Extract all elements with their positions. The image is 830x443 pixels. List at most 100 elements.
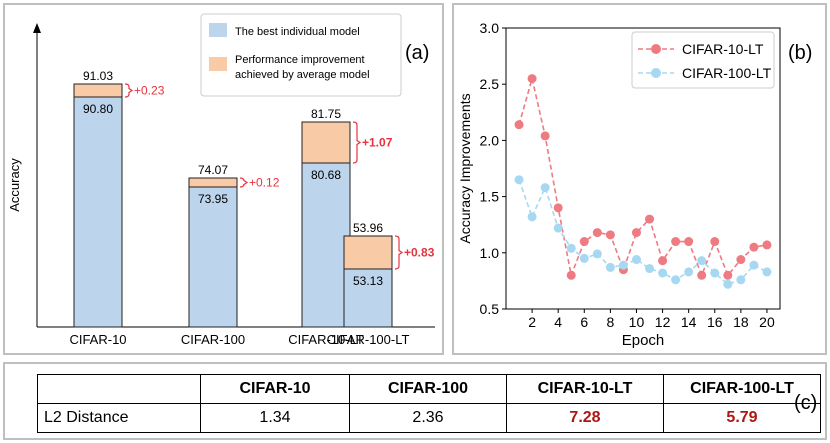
table-header-row: CIFAR-10 CIFAR-100 CIFAR-10-LT CIFAR-100… — [37, 374, 821, 404]
series-0-point-6 — [592, 228, 602, 238]
series-0-point-16 — [723, 270, 733, 280]
line-chart: 0.5 1.0 1.5 2.0 2.5 3.0 2 4 6 8 10 12 14 16 18 20 Epoch A… — [457, 20, 812, 349]
series-1-point-5 — [579, 253, 589, 263]
series-1-point-6 — [592, 249, 602, 259]
x-tick-label-2: CIFAR-10-LT — [288, 332, 364, 347]
table-header-cifar10: CIFAR-10 — [200, 374, 350, 404]
bar-improvement-3 — [343, 235, 393, 270]
y-tick-label-4: 2.5 — [480, 76, 500, 92]
y-tick-label-1: 1.0 — [480, 245, 500, 261]
series-0-point-2 — [540, 131, 550, 141]
series-0-point-1 — [527, 74, 537, 84]
legend-marker-0 — [651, 44, 661, 54]
series-1-point-14 — [697, 256, 707, 266]
series-1-point-3 — [553, 223, 563, 233]
legend-swatch-improvement — [209, 57, 227, 71]
series-0-point-4 — [566, 270, 576, 280]
bar-base-2 — [301, 162, 351, 328]
series-1-point-1 — [527, 212, 537, 222]
cell-cifar10: 1.34 — [200, 403, 350, 433]
legend-swatch-base — [209, 23, 227, 37]
bar-base-1 — [188, 186, 238, 328]
series-1-point-12 — [671, 275, 681, 285]
legend-label-improvement-1: Performance improvement — [235, 54, 365, 66]
series-0-point-0 — [514, 120, 524, 130]
bar-total-label-1: 74.07 — [198, 163, 228, 177]
series-1-point-2 — [540, 183, 550, 193]
panel-label-c: (c) — [794, 392, 818, 414]
legend-box — [631, 31, 775, 89]
cell-cifar100lt: 5.79 — [663, 403, 821, 433]
y-axis-label: Accuracy Improvements — [457, 93, 473, 243]
panel-b-line-chart: 0.5 1.0 1.5 2.0 2.5 3.0 2 4 6 8 10 12 14 16 18 20 Epoch A… — [452, 3, 827, 355]
improvement-label-0: +0.23 — [134, 84, 165, 98]
x-tick-label-4: 10 — [629, 314, 645, 330]
bar-base-0 — [73, 96, 123, 328]
series-line-0 — [518, 78, 768, 279]
improvement-brace-0 — [124, 83, 134, 98]
series-0-point-7 — [605, 230, 615, 240]
series-1-point-9 — [631, 255, 641, 265]
series-1-point-8 — [618, 260, 628, 270]
legend-label-base: The best individual model — [235, 26, 360, 38]
series-0-point-18 — [749, 242, 759, 252]
panel-c-table: CIFAR-10 CIFAR-100 CIFAR-10-LT CIFAR-100… — [3, 362, 827, 440]
x-tick-label-7: 16 — [707, 314, 723, 330]
bar-base-3 — [343, 268, 393, 328]
series-1-point-15 — [710, 268, 720, 278]
panel-label-b: (b) — [788, 42, 812, 64]
bar-improvement-1 — [188, 177, 238, 188]
legend-label-improvement-2: achieved by average model — [235, 69, 370, 81]
row-label: L2 Distance — [37, 403, 201, 433]
y-axis-label: Accuracy — [7, 158, 22, 212]
series-1-point-7 — [605, 262, 615, 272]
legend-label-0: CIFAR-10-LT — [682, 41, 764, 57]
bar-total-label-3: 53.96 — [353, 221, 383, 235]
series-0-point-3 — [553, 203, 563, 213]
panel-a-bar-chart: Accuracy 91.03 90.80 +0.23 CIFAR-10 74.07 73.9… — [3, 3, 444, 355]
series-0-point-12 — [671, 237, 681, 247]
series-1-point-4 — [566, 243, 576, 253]
bar-improvement-2 — [301, 121, 351, 164]
improvement-label-2: +1.07 — [362, 136, 393, 150]
series-0-point-13 — [684, 237, 694, 247]
x-tick-label-3: 8 — [606, 314, 614, 330]
cell-cifar100: 2.36 — [349, 403, 507, 433]
improvement-brace-1 — [239, 177, 249, 188]
series-0-point-19 — [762, 240, 772, 250]
series-0-point-14 — [697, 270, 707, 280]
x-tick-label-5: 12 — [655, 314, 671, 330]
x-tick-label-0: 2 — [528, 314, 536, 330]
table-row: L2 Distance 1.34 2.36 7.28 5.79 — [37, 403, 821, 433]
improvement-label-1: +0.12 — [249, 176, 280, 190]
bar-base-label-3: 53.13 — [353, 274, 383, 288]
x-tick-label-2: 6 — [580, 314, 588, 330]
bar-base-label-0: 90.80 — [83, 102, 113, 116]
improvement-brace-3 — [394, 235, 404, 270]
series-0-point-11 — [658, 256, 668, 266]
panel-label-a: (a) — [405, 42, 429, 64]
table-header-cifar10lt: CIFAR-10-LT — [506, 374, 664, 404]
y-tick-label-3: 2.0 — [480, 132, 500, 148]
x-tick-label-1: 4 — [554, 314, 562, 330]
bar-total-label-2: 81.75 — [311, 107, 341, 121]
table-header-cifar100lt: CIFAR-100-LT — [663, 374, 821, 404]
improvement-label-3: +0.83 — [404, 246, 435, 260]
series-0-point-15 — [710, 237, 720, 247]
series-1-point-13 — [684, 267, 694, 277]
x-tick-label-8: 18 — [733, 314, 749, 330]
series-0-point-10 — [645, 214, 655, 224]
bar-total-label-0: 91.03 — [83, 69, 113, 83]
cell-cifar10lt: 7.28 — [506, 403, 664, 433]
series-1-point-19 — [762, 267, 772, 277]
y-tick-label-2: 1.5 — [480, 189, 500, 205]
legend-box — [200, 13, 402, 97]
x-tick-label-6: 14 — [681, 314, 697, 330]
series-0-point-9 — [631, 228, 641, 238]
series-0-point-17 — [736, 255, 746, 265]
x-tick-label-1: CIFAR-100 — [181, 332, 245, 347]
series-1-point-10 — [645, 264, 655, 274]
series-1-point-0 — [514, 175, 524, 185]
improvement-brace-2 — [352, 121, 362, 164]
series-1-point-16 — [723, 279, 733, 289]
